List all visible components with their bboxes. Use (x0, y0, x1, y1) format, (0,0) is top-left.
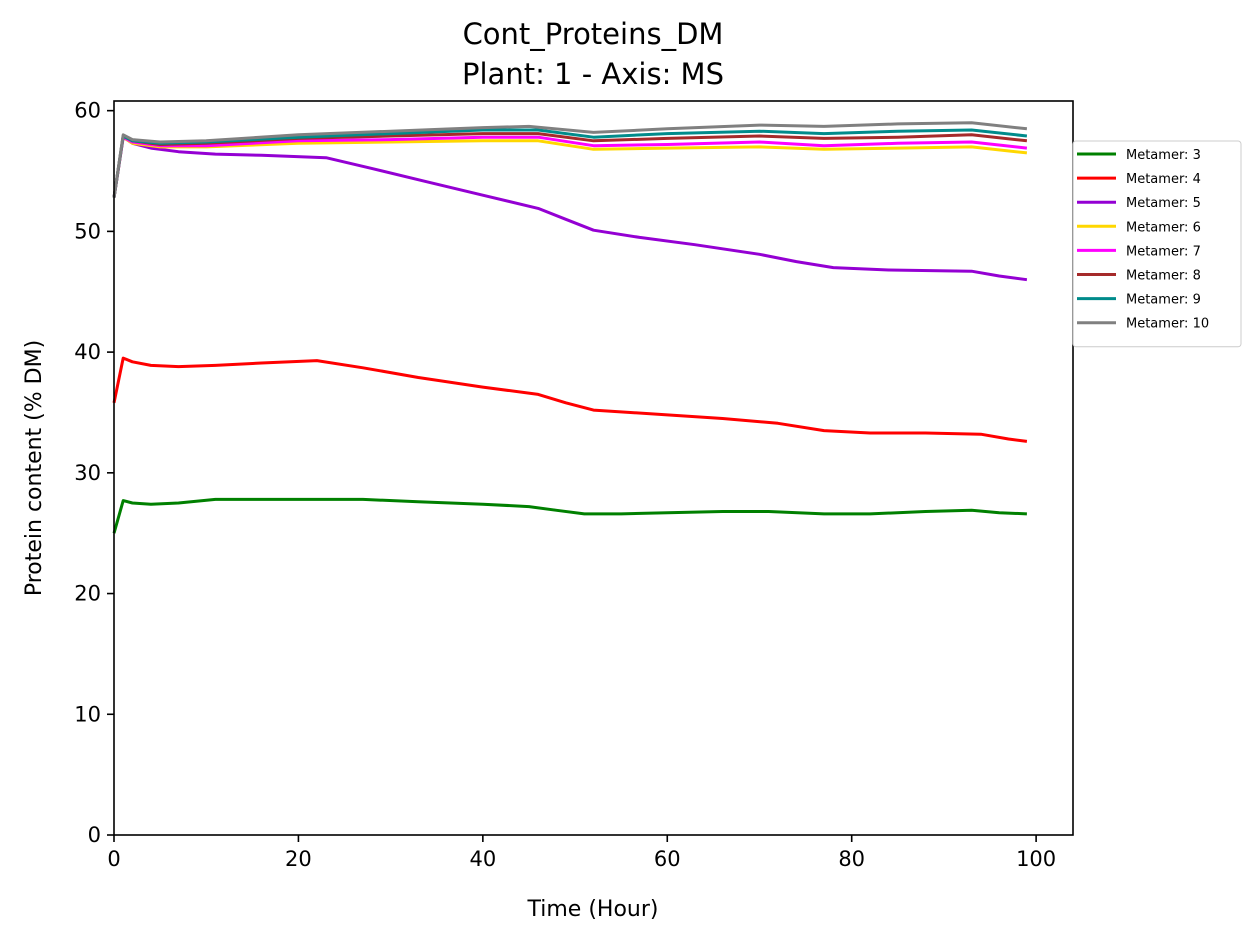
legend-label: Metamer: 6 (1126, 220, 1201, 235)
x-tick-label: 40 (469, 847, 496, 871)
series-line-2 (112, 356, 1028, 443)
x-tick-label: 20 (285, 847, 312, 871)
legend-label: Metamer: 7 (1126, 244, 1201, 259)
plot-frame (113, 100, 1074, 836)
chart-subtitle: Plant: 1 - Axis: MS (462, 57, 724, 91)
legend-label: Metamer: 8 (1126, 269, 1201, 284)
legend-label: Metamer: 3 (1126, 148, 1201, 163)
x-tick-label: 60 (654, 847, 681, 871)
series-line-8 (112, 121, 1028, 198)
series-line-4 (112, 135, 1028, 198)
x-tick-label: 100 (1016, 847, 1056, 871)
chart-title: Cont_Proteins_DM (463, 17, 724, 51)
x-tick-label: 80 (838, 847, 865, 871)
y-tick-label: 50 (74, 219, 101, 243)
y-tick-label: 40 (74, 340, 101, 364)
series-line-3 (112, 135, 1028, 282)
y-axis: 0 10 20 30 40 50 60 (74, 99, 114, 847)
x-axis: 0 20 40 60 80 100 (107, 835, 1056, 871)
y-tick-label: 60 (74, 99, 101, 123)
y-tick-label: 10 (74, 702, 101, 726)
x-tick-label: 0 (107, 847, 120, 871)
y-tick-label: 0 (88, 823, 101, 847)
legend: Metamer: 3 Metamer: 4 Metamer: 5 Metamer: 6… (1072, 140, 1242, 348)
series-line-1 (112, 497, 1027, 534)
plot-lines (112, 121, 1028, 534)
series-line-7 (112, 128, 1028, 198)
y-tick-label: 30 (74, 461, 101, 485)
x-axis-label: Time (Hour) (527, 897, 659, 922)
legend-label: Metamer: 5 (1126, 196, 1201, 211)
legend-box (1072, 140, 1242, 348)
legend-label: Metamer: 9 (1126, 293, 1201, 308)
y-axis-label: Protein content (% DM) (22, 340, 47, 596)
y-tick-label: 20 (74, 582, 101, 606)
legend-label: Metamer: 4 (1126, 172, 1201, 187)
legend-label: Metamer: 10 (1126, 317, 1209, 332)
